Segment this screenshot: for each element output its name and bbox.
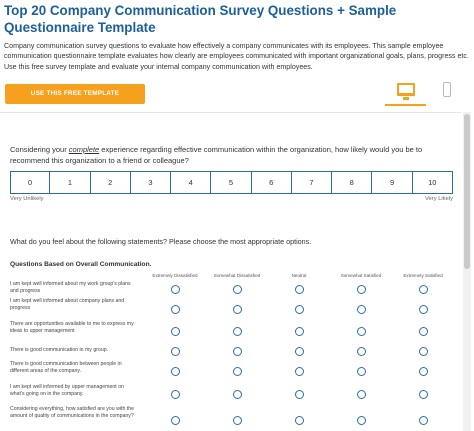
mobile-preview-tab[interactable]: [426, 80, 467, 106]
use-template-button[interactable]: USE THIS FREE TEMPLATE: [5, 84, 145, 104]
device-preview-tabs: [385, 80, 467, 106]
nps-question: Considering your complete experience reg…: [10, 144, 460, 167]
matrix-radio[interactable]: [357, 305, 366, 314]
matrix-row-label: I am kept well informed about company pl…: [10, 298, 125, 311]
scrollbar-thumb[interactable]: [464, 114, 470, 269]
matrix-radio[interactable]: [419, 285, 428, 294]
matrix-radio[interactable]: [295, 367, 304, 376]
nps-option[interactable]: 7: [291, 171, 333, 194]
nps-option[interactable]: 2: [90, 171, 131, 194]
matrix-radio[interactable]: [171, 347, 180, 356]
column-header: Neutral: [291, 273, 307, 278]
mobile-icon: [442, 82, 451, 97]
nps-option[interactable]: 3: [130, 171, 172, 194]
matrix-radio[interactable]: [233, 347, 242, 356]
nps-option[interactable]: 10: [412, 171, 453, 194]
matrix-radio[interactable]: [419, 416, 428, 425]
scrollbar-track[interactable]: [463, 112, 471, 431]
matrix-radio[interactable]: [357, 285, 366, 294]
nps-question-prefix: Considering your: [10, 145, 69, 154]
matrix-radio[interactable]: [233, 367, 242, 376]
matrix-row-label: There is good communication between peop…: [10, 361, 122, 374]
column-header: Extremely Dissatisfied: [152, 273, 198, 278]
matrix-radio[interactable]: [357, 416, 366, 425]
matrix-radio[interactable]: [171, 367, 180, 376]
matrix-row-label: There is good communication in my group.: [10, 347, 109, 353]
nps-low-label: Very Unlikely: [10, 196, 44, 202]
matrix-radio[interactable]: [295, 347, 304, 356]
desktop-icon: [396, 83, 415, 100]
matrix-row-label: There are opportunities available to me …: [10, 321, 134, 334]
desktop-preview-tab[interactable]: [385, 80, 426, 106]
nps-option[interactable]: 5: [211, 171, 252, 194]
matrix-radio[interactable]: [419, 390, 428, 399]
nps-question-emphasis: complete: [68, 145, 100, 154]
matrix-radio[interactable]: [357, 367, 366, 376]
matrix-radio[interactable]: [295, 416, 304, 425]
matrix-radio[interactable]: [171, 327, 180, 336]
survey-form: [0, 112, 462, 431]
matrix-row-label: I am kept well informed about my work gr…: [10, 281, 131, 294]
nps-question-suffix: experience regarding effective communica…: [10, 145, 423, 166]
column-header: Extremely Satisfied: [403, 273, 443, 278]
matrix-radio[interactable]: [357, 347, 366, 356]
nps-high-label: Very Likely: [425, 196, 454, 202]
matrix-radio[interactable]: [419, 305, 428, 314]
matrix-radio[interactable]: [357, 327, 366, 336]
matrix-radio[interactable]: [295, 327, 304, 336]
matrix-row-label: Considering everything, how satisfied ar…: [10, 406, 134, 419]
matrix-radio[interactable]: [171, 305, 180, 314]
nps-option[interactable]: 6: [251, 171, 292, 194]
matrix-radio[interactable]: [233, 285, 242, 294]
matrix-row-label: I am kept well informed by upper managem…: [10, 384, 124, 397]
matrix-radio[interactable]: [419, 327, 428, 336]
matrix-radio[interactable]: [171, 390, 180, 399]
nps-scale: 0 1 2 3 4 5 6 7 8 9 10: [10, 171, 453, 194]
matrix-radio[interactable]: [233, 390, 242, 399]
matrix-radio[interactable]: [357, 390, 366, 399]
matrix-radio[interactable]: [233, 305, 242, 314]
matrix-radio[interactable]: [419, 367, 428, 376]
page-title: Top 20 Company Communication Survey Ques…: [4, 3, 397, 35]
nps-option[interactable]: 4: [171, 171, 212, 194]
column-header: Somewhat Satisfied: [340, 273, 382, 278]
page-header: Top 20 Company Communication Survey Ques…: [4, 2, 470, 72]
nps-option[interactable]: 8: [332, 171, 373, 194]
page-description: Company communication survey questions t…: [4, 42, 469, 71]
section-title: Questions Based on Overall Communication…: [10, 261, 152, 268]
column-header: Somewhat Dissatisfied: [213, 273, 261, 278]
matrix-radio[interactable]: [171, 416, 180, 425]
matrix-radio[interactable]: [233, 416, 242, 425]
matrix-question: What do you feel about the following sta…: [10, 237, 312, 246]
matrix-radio[interactable]: [419, 347, 428, 356]
nps-option[interactable]: 0: [10, 171, 51, 194]
matrix-radio[interactable]: [171, 285, 180, 294]
nps-option[interactable]: 1: [50, 171, 91, 194]
nps-option[interactable]: 9: [372, 171, 413, 194]
matrix-radio[interactable]: [295, 305, 304, 314]
matrix-radio[interactable]: [233, 327, 242, 336]
matrix-radio[interactable]: [295, 390, 304, 399]
matrix-radio[interactable]: [295, 285, 304, 294]
